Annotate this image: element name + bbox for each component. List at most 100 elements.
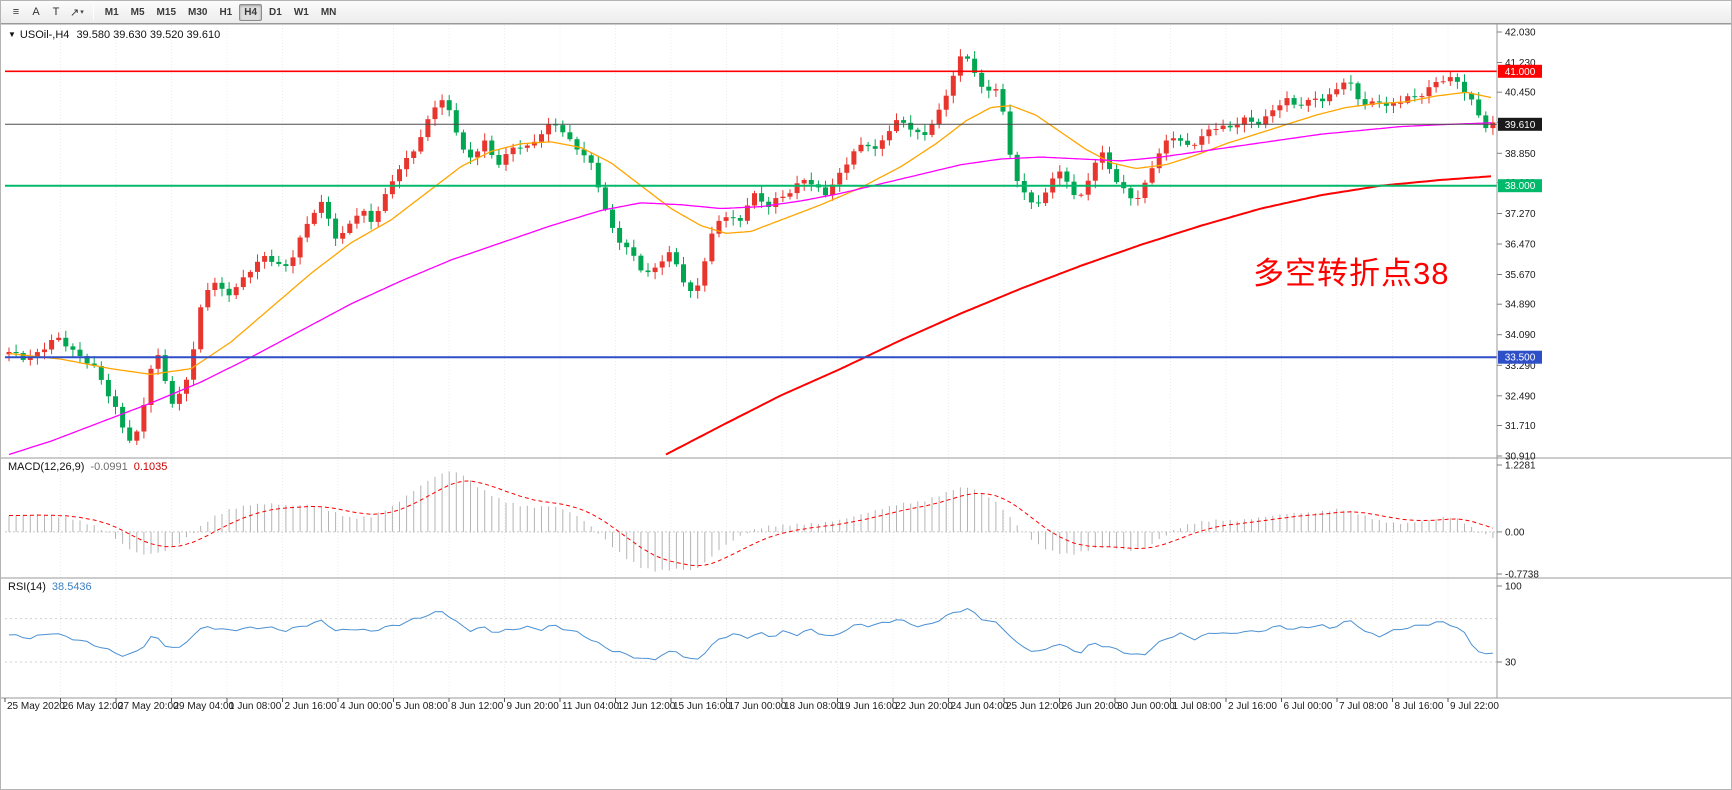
collapse-triangle-icon[interactable]: ▼ (8, 30, 16, 39)
candle-body (1114, 169, 1120, 183)
candle-body (120, 406, 126, 428)
candle-body (354, 215, 360, 224)
timeframe-button-h4[interactable]: H4 (239, 3, 263, 21)
text-label-tool-button[interactable]: A (32, 6, 40, 18)
trendline-tool-button[interactable]: T (52, 6, 60, 18)
candle-body (333, 218, 339, 239)
candle-body (1305, 99, 1311, 106)
candle-body (965, 56, 970, 59)
candle-body (91, 363, 97, 366)
candle-body (1412, 96, 1418, 98)
candle-body (255, 261, 260, 272)
candle-body (113, 396, 118, 407)
candle-body (652, 267, 658, 273)
candle-body (794, 183, 800, 194)
candle-body (567, 132, 573, 140)
candle-body (432, 107, 438, 120)
time-axis-label: 6 Jul 00:00 (1284, 701, 1333, 712)
timeframe-buttons-group: M1 M5 M15 M30 H1 H4 D1 W1 MN (99, 3, 343, 21)
macd-scale-label: 1.2281 (1505, 461, 1536, 472)
candle-body (688, 282, 694, 291)
price-scale-label: 32.490 (1505, 391, 1536, 402)
candle-body (425, 119, 431, 138)
dropdown-caret-icon: ▾ (80, 9, 84, 16)
candle-body (375, 211, 381, 222)
candle-body (389, 181, 395, 195)
panel-frame-layer (1, 23, 1731, 699)
horizontal-lines-layer[interactable] (5, 70, 1497, 359)
candle-body (588, 155, 594, 163)
macd-indicator-label: MACD(12,26,9) -0.0991 0.1035 (8, 461, 167, 473)
rsi-scale-label: 100 (1505, 582, 1522, 593)
price-scale-label: 34.090 (1505, 330, 1536, 341)
candle-body (759, 193, 765, 202)
candle-body (361, 210, 367, 216)
timeframe-button-d1[interactable]: D1 (269, 6, 282, 18)
candle-body (610, 209, 615, 228)
price-tag-41.000[interactable]: 41.000 (1498, 64, 1542, 78)
candle-body (858, 144, 864, 152)
time-axis-label: 2 Jul 16:00 (1228, 701, 1277, 712)
rsi-layer (5, 608, 1497, 663)
price-tag-39.610[interactable]: 39.610 (1498, 117, 1542, 131)
timeframe-button-m30[interactable]: M30 (188, 6, 208, 18)
candle-body (1469, 93, 1475, 100)
candle-body (482, 140, 488, 152)
candle-body (560, 125, 566, 133)
candle-body (1241, 117, 1247, 125)
price-tag-38.000[interactable]: 38.000 (1498, 179, 1542, 193)
candle-body (631, 247, 637, 256)
price-tag-33.500[interactable]: 33.500 (1498, 350, 1542, 364)
candle-body (1433, 82, 1439, 88)
price-tag-text: 41.000 (1505, 67, 1536, 78)
candle-body (1320, 98, 1325, 102)
price-scale-label: 40.450 (1505, 88, 1536, 99)
timeframe-button-h1[interactable]: H1 (219, 6, 233, 18)
candle-body (27, 357, 33, 360)
candle-body (233, 287, 239, 296)
candle-body (326, 201, 331, 219)
candle-body (148, 368, 154, 405)
candle-body (155, 355, 161, 369)
candle-body (290, 257, 296, 266)
candle-body (1227, 125, 1233, 128)
timeframe-button-w1[interactable]: W1 (293, 6, 309, 18)
candle-body (1327, 94, 1333, 102)
price-scale-label: 41.230 (1505, 58, 1536, 69)
macd-signal-value: 0.1035 (133, 461, 168, 473)
rsi-scale-label: 30 (1505, 658, 1517, 669)
candle-body (1192, 144, 1198, 146)
candlesticks-layer (6, 49, 1496, 446)
candle-body (1483, 115, 1489, 129)
candle-body (6, 352, 12, 355)
timeframe-button-m5[interactable]: M5 (130, 6, 145, 18)
candle-body (1149, 168, 1155, 183)
candle-body (737, 218, 743, 221)
price-tags-layer[interactable]: 41.000 39.610 38.000 33.500 (1498, 64, 1542, 364)
ohlc-values: 39.580 39.630 39.520 39.610 (76, 29, 221, 41)
chart-annotation-text[interactable]: 多空转折点38 (1253, 256, 1450, 291)
candle-body (503, 154, 509, 165)
candle-body (957, 56, 963, 76)
candle-body (681, 264, 686, 283)
candle-body (553, 124, 559, 126)
timeframe-button-mn[interactable]: MN (320, 6, 337, 18)
indicators-dropdown-button[interactable]: ↗ ▾ (70, 6, 84, 19)
timeframe-button-m15[interactable]: M15 (156, 6, 176, 18)
candle-body (1263, 116, 1269, 125)
timeframe-button-m1[interactable]: M1 (104, 6, 119, 18)
candle-body (1376, 101, 1382, 103)
candle-body (1085, 180, 1091, 195)
chart-windows-button[interactable]: ≡ (12, 6, 20, 18)
candle-body (766, 201, 772, 207)
candle-body (752, 193, 757, 206)
chart-title: ▼ USOil-,H4 39.580 39.630 39.520 39.610 (8, 29, 220, 41)
candle-body (1163, 140, 1169, 154)
candle-body (1348, 82, 1354, 84)
candle-body (283, 264, 289, 266)
candle-body (581, 149, 587, 156)
candle-body (709, 233, 715, 262)
